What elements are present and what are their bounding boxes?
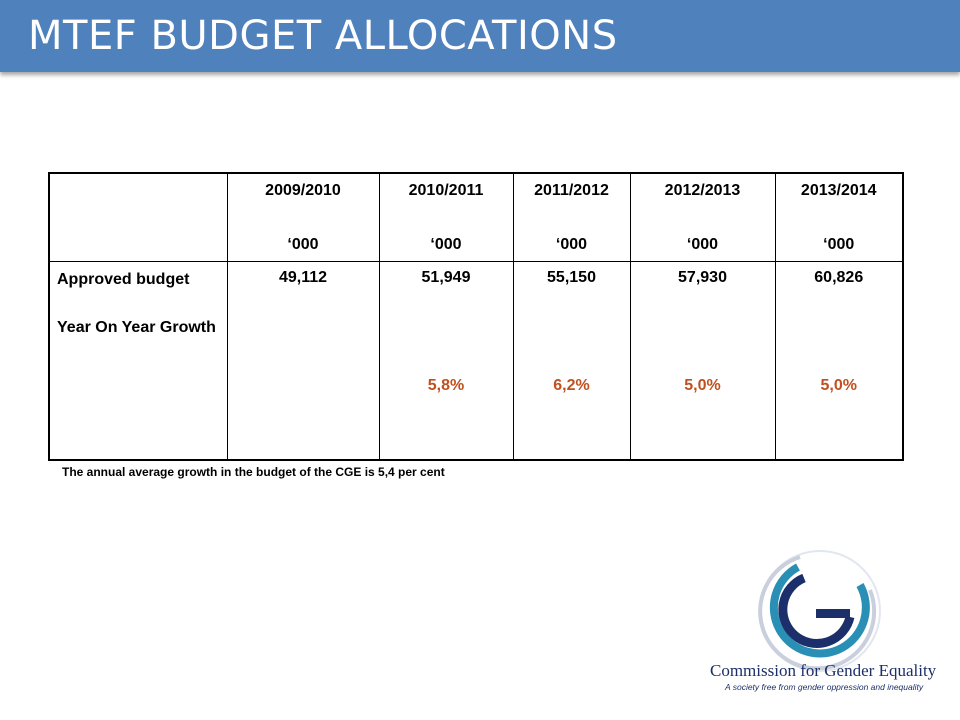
org-name: Commission for Gender Equality xyxy=(710,661,937,680)
column-year: 2011/2012 xyxy=(534,182,609,199)
column-unit: ‘000 xyxy=(555,236,588,253)
approved-budget-value: 60,826 xyxy=(814,268,864,286)
column-unit: ‘000 xyxy=(823,236,855,253)
column-year: 2012/2013 xyxy=(664,182,741,199)
value-cell: 57,930 5,0% xyxy=(629,260,776,461)
value-cell: 51,949 5,8% xyxy=(378,260,514,461)
cge-logo-icon xyxy=(758,550,881,672)
column-unit: ‘000 xyxy=(287,236,319,253)
approved-budget-value: 55,150 xyxy=(547,268,596,286)
column-unit: ‘000 xyxy=(686,236,719,253)
approved-budget-value: 57,930 xyxy=(678,268,727,286)
title-bar: MTEF BUDGET ALLOCATIONS xyxy=(0,0,960,72)
value-cell: 55,150 6,2% xyxy=(512,260,631,461)
row-label-approved-budget: Approved budget xyxy=(57,270,190,288)
column-year: 2009/2010 xyxy=(265,182,341,199)
slide-title: MTEF BUDGET ALLOCATIONS xyxy=(28,13,618,59)
header-cell: 2013/2014 ‘000 xyxy=(774,172,904,262)
row-label-year-on-year-growth: Year On Year Growth xyxy=(57,318,216,336)
org-tagline: A society free from gender oppression an… xyxy=(725,682,924,692)
column-year: 2013/2014 xyxy=(800,182,877,199)
table-header-row: 2009/2010 ‘000 2010/2011 ‘000 2011/2012 … xyxy=(48,172,904,262)
header-cell: 2010/2011 ‘000 xyxy=(378,172,514,262)
approved-budget-value: 49,112 xyxy=(278,268,328,286)
header-cell: 2009/2010 ‘000 xyxy=(226,172,380,262)
growth-value: 6,2% xyxy=(553,376,590,394)
growth-value: 5,8% xyxy=(427,376,465,394)
value-cell: 49,112 xyxy=(226,260,380,461)
value-cell: 60,826 5,0% xyxy=(774,260,904,461)
budget-table: 2009/2010 ‘000 2010/2011 ‘000 2011/2012 … xyxy=(48,172,904,461)
table-row: Approved budget Year On Year Growth 49,1… xyxy=(48,260,904,461)
header-corner-cell xyxy=(48,172,228,262)
growth-value: 5,0% xyxy=(820,376,857,394)
column-year: 2010/2011 xyxy=(408,182,484,199)
footnote: The annual average growth in the budget … xyxy=(62,465,445,479)
growth-value: 5,0% xyxy=(684,376,721,394)
column-unit: ‘000 xyxy=(430,236,462,253)
header-cell: 2011/2012 ‘000 xyxy=(512,172,631,262)
approved-budget-value: 51,949 xyxy=(421,268,471,286)
header-cell: 2012/2013 ‘000 xyxy=(629,172,776,262)
row-label-cell: Approved budget Year On Year Growth xyxy=(48,260,228,461)
